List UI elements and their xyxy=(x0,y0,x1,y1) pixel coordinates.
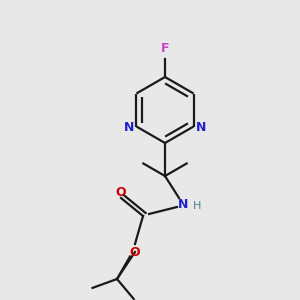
Text: N: N xyxy=(196,121,206,134)
Text: H: H xyxy=(193,201,201,211)
Text: O: O xyxy=(116,185,126,199)
Text: O: O xyxy=(130,245,140,259)
Text: N: N xyxy=(178,197,188,211)
Text: N: N xyxy=(124,121,134,134)
Text: F: F xyxy=(161,43,169,56)
